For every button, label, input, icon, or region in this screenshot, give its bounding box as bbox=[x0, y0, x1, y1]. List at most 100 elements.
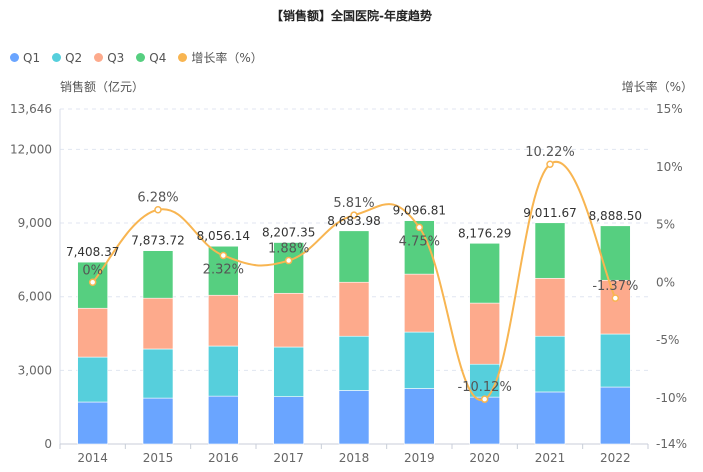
bar-segment-q3 bbox=[600, 279, 631, 335]
y-tick-label-left: 3,000 bbox=[18, 363, 52, 377]
y-tick-label-left: 13,646 bbox=[10, 102, 52, 116]
bar-segment-q3 bbox=[208, 294, 239, 347]
growth-rate-point bbox=[611, 294, 620, 302]
x-tick-label: 2019 bbox=[404, 451, 435, 465]
y-tick-label-right: 0% bbox=[656, 275, 675, 289]
x-tick-label: 2022 bbox=[600, 451, 631, 465]
legend-dot-icon bbox=[94, 53, 104, 62]
growth-rate-point bbox=[219, 251, 228, 260]
growth-rate-label: -10.12% bbox=[458, 380, 512, 395]
chart-title: 【销售额】全国医院-年度趋势 bbox=[271, 9, 432, 23]
x-tick-label: 2015 bbox=[143, 451, 174, 465]
growth-rate-point bbox=[350, 211, 358, 219]
y-tick-label-right: 10% bbox=[656, 160, 683, 174]
y-tick-label-left: 6,000 bbox=[18, 290, 52, 304]
bar-segment-q1 bbox=[404, 388, 435, 445]
growth-rate-label: 2.32% bbox=[203, 262, 244, 277]
growth-rate-point bbox=[480, 395, 489, 403]
y-tick-label-right: -10% bbox=[656, 391, 687, 405]
y-axis-title-right: 增长率（%） bbox=[621, 80, 693, 94]
legend-item-q1[interactable]: Q1 bbox=[10, 49, 40, 66]
bar-total-label: 9,011.67 bbox=[523, 206, 576, 220]
x-tick-label: 2021 bbox=[535, 451, 566, 465]
bar-segment-q3 bbox=[273, 292, 304, 348]
bar-segment-q1 bbox=[208, 395, 239, 445]
bar-segment-q1 bbox=[273, 396, 304, 445]
bar-segment-q3 bbox=[404, 273, 435, 333]
y-axis-title-left: 销售额（亿元） bbox=[60, 80, 145, 94]
bar-total-label: 7,408.37 bbox=[66, 245, 119, 259]
bar-segment-q1 bbox=[142, 397, 174, 445]
bar-total-label: 8,207.35 bbox=[262, 226, 315, 240]
bar-segment-q4 bbox=[208, 245, 239, 296]
bar-segment-q3 bbox=[338, 281, 370, 337]
legend-item-q4[interactable]: Q4 bbox=[136, 49, 166, 66]
bar-segment-q4 bbox=[273, 242, 304, 294]
bar-segment-q2 bbox=[273, 346, 304, 397]
x-tick-label: 2020 bbox=[469, 451, 500, 465]
legend-label: Q1 bbox=[23, 50, 41, 65]
bar-segment-q2 bbox=[338, 335, 370, 391]
bar-segment-q4 bbox=[469, 242, 500, 304]
legend-item-q3[interactable]: Q3 bbox=[94, 49, 124, 66]
bar-segment-q2 bbox=[534, 335, 566, 393]
legend-dot-icon bbox=[52, 53, 62, 62]
x-tick-label: 2016 bbox=[208, 451, 239, 465]
legend-dot-icon bbox=[178, 53, 188, 62]
bar-segment-q3 bbox=[142, 297, 174, 350]
bar-segment-q1 bbox=[534, 391, 566, 445]
growth-rate-label: 5.81% bbox=[333, 196, 374, 211]
bar-total-label: 8,683.98 bbox=[327, 214, 380, 228]
growth-rate-point bbox=[546, 160, 554, 168]
growth-rate-point bbox=[154, 205, 162, 214]
bar-segment-q2 bbox=[404, 331, 435, 389]
growth-rate-label: 1.88% bbox=[268, 242, 309, 257]
bar-segment-q3 bbox=[534, 277, 566, 337]
bar-segment-q1 bbox=[77, 401, 108, 445]
y-tick-label-right: -14% bbox=[656, 437, 687, 451]
bar-total-label: 8,056.14 bbox=[197, 229, 250, 243]
bar-segment-q2 bbox=[469, 363, 500, 398]
bar-segment-q4 bbox=[534, 222, 566, 279]
bar-segment-q4 bbox=[338, 230, 370, 283]
y-tick-label-left: 0 bbox=[44, 437, 52, 451]
bar-segment-q1 bbox=[338, 390, 370, 445]
growth-rate-label: 6.28% bbox=[137, 191, 178, 206]
growth-rate-label: 0% bbox=[82, 263, 103, 278]
legend-item-growth-rate[interactable]: 增长率（%） bbox=[178, 49, 263, 66]
bar-segment-q4 bbox=[600, 225, 631, 281]
legend-item-q2[interactable]: Q2 bbox=[52, 49, 82, 66]
legend-dot-icon bbox=[136, 53, 146, 62]
bar-segment-q2 bbox=[600, 333, 631, 388]
growth-rate-point bbox=[415, 223, 424, 232]
bar-segment-q4 bbox=[142, 250, 174, 299]
x-tick-label: 2017 bbox=[273, 451, 304, 465]
legend-label: Q2 bbox=[65, 50, 83, 65]
bar-segment-q3 bbox=[77, 307, 108, 358]
y-tick-label-right: -5% bbox=[656, 333, 679, 347]
y-tick-label-right: 5% bbox=[656, 218, 675, 232]
growth-rate-label: 10.22% bbox=[525, 145, 575, 160]
y-tick-label-left: 9,000 bbox=[18, 216, 52, 230]
growth-rate-point bbox=[88, 278, 97, 287]
bar-segment-q1 bbox=[469, 396, 500, 445]
bar-total-label: 9,096.81 bbox=[393, 204, 446, 218]
legend-dot-icon bbox=[10, 53, 19, 62]
growth-rate-point bbox=[284, 256, 293, 265]
y-tick-label-right: 15% bbox=[656, 102, 683, 116]
bar-segment-q2 bbox=[208, 345, 239, 397]
bar-segment-q2 bbox=[142, 348, 174, 399]
x-tick-label: 2018 bbox=[339, 451, 370, 465]
bar-segment-q1 bbox=[600, 386, 631, 445]
growth-rate-label: 4.75% bbox=[399, 234, 440, 249]
legend: Q1 Q2 Q3 Q4 增长率（%） bbox=[10, 49, 263, 66]
bar-total-label: 8,176.29 bbox=[458, 226, 511, 240]
y-tick-label-left: 12,000 bbox=[10, 142, 52, 156]
bar-segment-q2 bbox=[77, 356, 108, 403]
legend-label: Q3 bbox=[107, 50, 125, 65]
legend-label: Q4 bbox=[149, 50, 167, 65]
growth-rate-line bbox=[91, 160, 617, 401]
bar-segment-q3 bbox=[469, 302, 500, 365]
x-tick-label: 2014 bbox=[77, 451, 108, 465]
